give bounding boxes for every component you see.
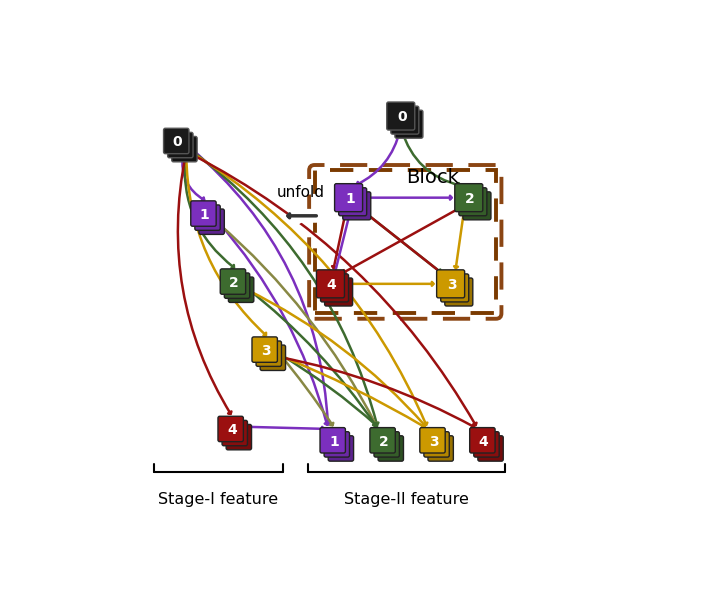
FancyBboxPatch shape [436, 270, 464, 298]
FancyBboxPatch shape [195, 205, 220, 230]
FancyBboxPatch shape [191, 201, 216, 226]
FancyBboxPatch shape [387, 102, 415, 130]
FancyBboxPatch shape [463, 192, 491, 220]
Text: 2: 2 [379, 435, 389, 449]
Text: 4: 4 [227, 423, 237, 437]
FancyBboxPatch shape [168, 133, 193, 158]
Text: 0: 0 [173, 135, 182, 149]
FancyBboxPatch shape [218, 416, 243, 442]
Text: 3: 3 [429, 435, 438, 449]
FancyBboxPatch shape [260, 345, 286, 370]
Text: 4: 4 [479, 435, 488, 449]
FancyBboxPatch shape [228, 277, 254, 302]
Text: 1: 1 [345, 192, 355, 206]
FancyBboxPatch shape [374, 432, 400, 457]
FancyBboxPatch shape [252, 337, 277, 362]
FancyBboxPatch shape [459, 188, 487, 216]
Text: Stage-II feature: Stage-II feature [344, 492, 469, 507]
FancyBboxPatch shape [317, 270, 344, 298]
FancyBboxPatch shape [469, 428, 495, 453]
FancyBboxPatch shape [474, 432, 499, 457]
Text: 0: 0 [397, 110, 407, 124]
FancyBboxPatch shape [391, 106, 419, 134]
FancyBboxPatch shape [320, 274, 348, 302]
FancyBboxPatch shape [420, 428, 445, 453]
FancyBboxPatch shape [478, 436, 503, 461]
FancyBboxPatch shape [395, 110, 423, 138]
FancyBboxPatch shape [343, 192, 371, 220]
FancyBboxPatch shape [226, 425, 251, 450]
FancyBboxPatch shape [424, 432, 449, 457]
Text: 1: 1 [200, 208, 210, 222]
FancyBboxPatch shape [328, 436, 354, 461]
Text: unfold: unfold [277, 185, 325, 200]
Text: 3: 3 [447, 278, 456, 292]
FancyBboxPatch shape [338, 188, 366, 216]
FancyBboxPatch shape [225, 273, 250, 299]
FancyBboxPatch shape [378, 436, 403, 461]
FancyBboxPatch shape [199, 209, 225, 234]
FancyBboxPatch shape [171, 137, 197, 162]
FancyBboxPatch shape [222, 421, 248, 446]
FancyBboxPatch shape [220, 269, 246, 294]
FancyBboxPatch shape [335, 184, 363, 211]
Text: Stage-I feature: Stage-I feature [158, 492, 279, 507]
FancyBboxPatch shape [455, 184, 483, 211]
FancyBboxPatch shape [441, 274, 469, 302]
FancyBboxPatch shape [324, 432, 349, 457]
FancyBboxPatch shape [445, 278, 473, 306]
Bar [315, 170, 496, 313]
Text: 2: 2 [465, 192, 475, 206]
FancyBboxPatch shape [320, 428, 346, 453]
Text: 3: 3 [261, 344, 271, 358]
Text: 2: 2 [229, 276, 239, 290]
FancyBboxPatch shape [428, 436, 454, 461]
FancyBboxPatch shape [163, 128, 189, 154]
Text: Block: Block [406, 168, 459, 187]
FancyBboxPatch shape [325, 278, 353, 306]
FancyBboxPatch shape [256, 341, 282, 366]
FancyBboxPatch shape [370, 428, 395, 453]
Text: 1: 1 [329, 435, 339, 449]
Text: 4: 4 [327, 278, 336, 292]
